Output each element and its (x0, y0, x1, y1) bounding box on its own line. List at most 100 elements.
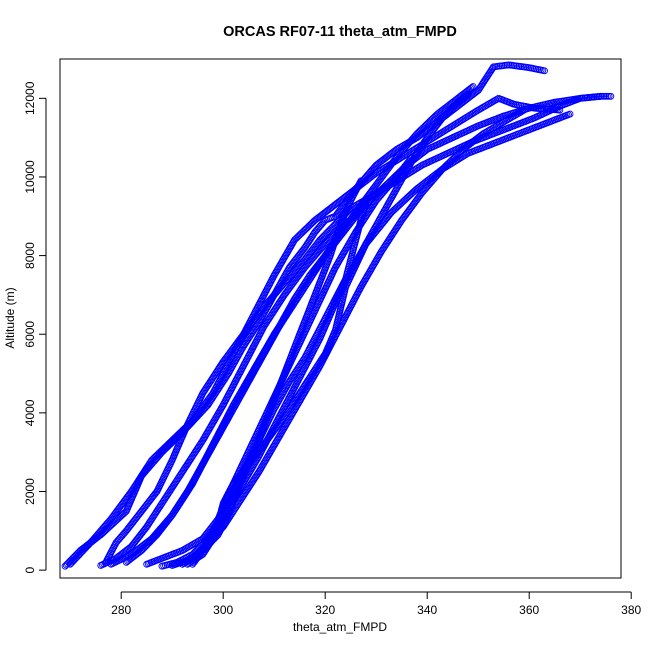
data-point (335, 217, 343, 224)
data-point (415, 127, 423, 135)
data-point (357, 177, 365, 185)
data-point (148, 536, 156, 544)
data-point (67, 556, 75, 564)
data-point (157, 447, 165, 455)
y-axis-label: Altitude (m) (3, 287, 17, 348)
data-point (75, 551, 83, 559)
y-tick-label: 8000 (23, 242, 37, 269)
x-tick-label: 280 (111, 603, 131, 617)
plot-frame (59, 58, 622, 579)
data-point (449, 155, 457, 163)
data-point (159, 446, 167, 454)
data-point (304, 223, 312, 231)
x-tick-label: 340 (417, 603, 437, 617)
data-point (169, 435, 177, 443)
data-point (141, 543, 149, 551)
x-tick-label: 320 (315, 603, 335, 617)
data-point (329, 223, 337, 231)
data-point (74, 552, 82, 560)
data-point (166, 439, 174, 447)
data-point (168, 436, 176, 444)
x-axis: 280 300 320 340 360 380 (111, 591, 642, 617)
data-point (138, 547, 146, 554)
data-point (326, 226, 333, 234)
data-point (429, 115, 437, 123)
data-point (421, 122, 429, 130)
y-tick-label: 0 (23, 566, 37, 573)
data-point (78, 548, 85, 556)
data-point (298, 229, 306, 237)
data-point (165, 440, 173, 448)
data-point (161, 443, 169, 451)
data-point (443, 109, 451, 117)
data-point (320, 232, 328, 240)
data-point (155, 449, 163, 457)
data-point (209, 534, 217, 542)
data-point (468, 84, 476, 91)
data-point (149, 455, 157, 463)
data-point (445, 159, 452, 167)
data-point (423, 121, 431, 128)
data-point (146, 538, 154, 546)
data-point (451, 101, 459, 109)
data-point (216, 527, 224, 534)
data-point (420, 123, 428, 131)
data-point (441, 163, 449, 171)
data-point (417, 126, 425, 134)
data-point (70, 557, 78, 565)
data-point (307, 220, 315, 228)
data-point (300, 227, 308, 235)
data-point (160, 445, 168, 452)
data-point (163, 441, 171, 449)
data-point (450, 102, 458, 110)
data-point (301, 226, 309, 233)
data-point (317, 235, 325, 243)
data-point (414, 129, 422, 136)
data-point (211, 531, 219, 539)
data-point (362, 201, 370, 208)
data-point (446, 107, 454, 115)
data-point (541, 67, 548, 75)
y-tick-label: 10000 (23, 160, 37, 194)
data-point (303, 224, 311, 232)
data-point (444, 108, 452, 116)
data-point (154, 450, 162, 458)
data-point (83, 542, 91, 550)
data-point (162, 442, 170, 450)
data-point (148, 456, 156, 464)
data-point (215, 528, 222, 536)
data-point (306, 221, 314, 229)
data-point (442, 162, 450, 170)
data-point (443, 161, 451, 168)
data-point (322, 239, 330, 247)
data-point (441, 112, 449, 120)
data-point (442, 110, 450, 118)
data-point (149, 534, 157, 542)
data-point (305, 222, 313, 230)
data-point (82, 543, 90, 551)
data-point (71, 555, 79, 563)
data-point (204, 539, 212, 547)
data-point (454, 150, 462, 158)
data-point (297, 230, 305, 238)
data-point (323, 229, 331, 237)
data-point (136, 548, 144, 555)
data-point (519, 107, 527, 115)
data-point (76, 549, 84, 557)
data-point (322, 230, 330, 238)
data-point (321, 240, 329, 248)
data-point (67, 559, 75, 567)
data-point (156, 448, 164, 456)
y-tick-label: 4000 (23, 399, 37, 426)
data-point (430, 114, 438, 121)
data-point (73, 553, 81, 561)
x-tick-label: 380 (621, 603, 641, 617)
data-point (150, 454, 158, 462)
data-point (453, 151, 461, 159)
data-point (425, 118, 433, 126)
data-point (440, 164, 448, 172)
data-point (321, 231, 329, 239)
data-point (324, 227, 332, 235)
data-point (520, 106, 528, 114)
data-point (440, 113, 448, 121)
